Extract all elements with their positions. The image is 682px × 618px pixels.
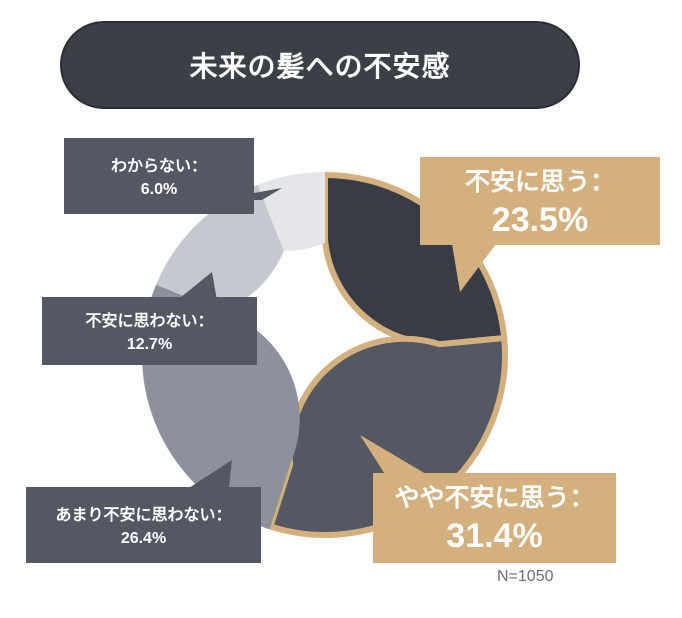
sample-size-note: N=1050 (497, 568, 554, 585)
slice-label: 不安に思わない： (85, 311, 213, 330)
callout-unknown: わからない： 6.0% (64, 138, 282, 214)
callout-box (420, 157, 660, 245)
callout-not-anxious: 不安に思わない： 12.7% (42, 272, 257, 365)
slice-label: 不安に思う： (465, 167, 615, 196)
slice-value-label: 26.4% (121, 530, 166, 547)
callout-box (42, 297, 257, 365)
callout-not-very-anxious: あまり不安に思わない： 26.4% (26, 460, 261, 563)
slice-label: やや不安に思う： (394, 483, 594, 512)
slice-label: わからない： (111, 156, 207, 175)
donut-slice-not-anxious (156, 184, 284, 312)
callout-somewhat-anxious: やや不安に思う： 31.4% (360, 435, 616, 563)
callout-anxious: 不安に思う： 23.5% (420, 157, 660, 292)
callout-box (64, 138, 254, 214)
slice-value-label: 31.4% (446, 517, 542, 555)
chart-title-banner: 未来の髪への不安感 (60, 21, 580, 109)
slice-value-label: 12.7% (127, 336, 172, 353)
chart-title: 未来の髪への不安感 (189, 50, 451, 83)
slice-value-label: 6.0% (141, 181, 177, 198)
callout-box (373, 473, 616, 563)
slice-value-label: 23.5% (492, 201, 588, 239)
callouts: 不安に思う： 23.5% やや不安に思う： 31.4% あまり不安に思わない： 26.4%… (26, 138, 660, 563)
callout-box (26, 487, 261, 563)
slice-label: あまり不安に思わない： (55, 505, 231, 524)
callout-pointer (450, 232, 505, 292)
